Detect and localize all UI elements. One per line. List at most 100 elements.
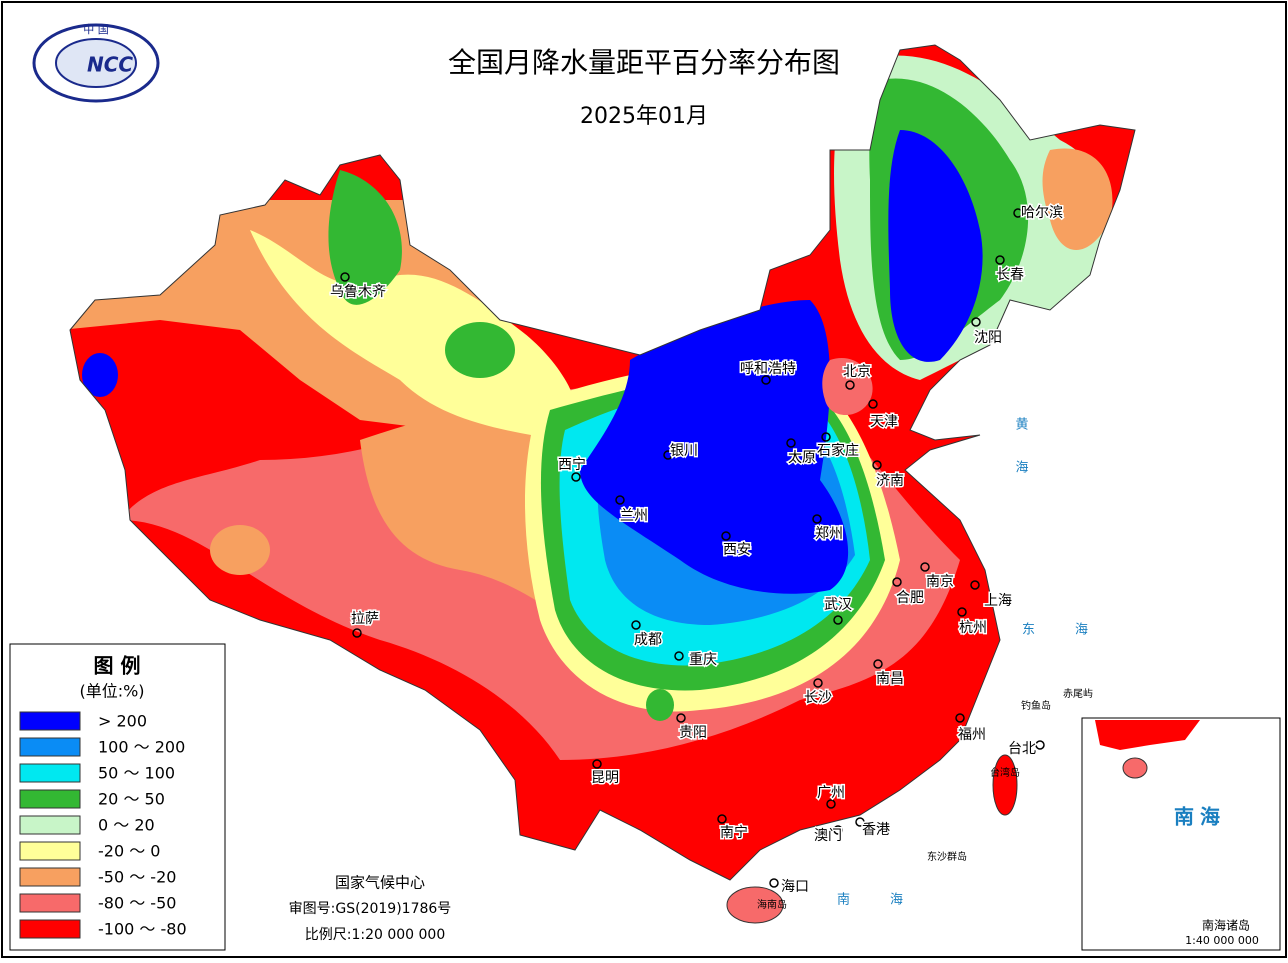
- city-marker: [872, 460, 882, 470]
- logo-top: 中 国: [83, 23, 109, 36]
- legend-swatch: [19, 815, 81, 835]
- approval: 审图号:GS(2019)1786号: [289, 901, 452, 917]
- legend-swatch: [19, 789, 81, 809]
- city-label: 西安: [723, 542, 751, 558]
- city-marker: [920, 562, 930, 572]
- city-label: 武汉: [824, 597, 852, 613]
- city-marker: [1035, 740, 1045, 750]
- legend-swatch: [19, 841, 81, 861]
- city-label: 合肥: [896, 590, 924, 606]
- city-label: 上海: [984, 593, 1012, 609]
- legend-label: -20 ～ 0: [98, 842, 161, 861]
- city-label: 福州: [958, 727, 986, 743]
- legend-label: > 200: [98, 712, 147, 731]
- inset-sea: 南海: [1174, 805, 1226, 829]
- city-marker: [592, 759, 602, 769]
- city-label: 乌鲁木齐: [330, 284, 386, 300]
- city-label: 昆明: [591, 770, 619, 786]
- city-marker: [873, 659, 883, 669]
- legend-swatch: [19, 893, 81, 913]
- city-marker: [676, 713, 686, 723]
- city-label: 呼和浩特: [740, 361, 796, 377]
- city-label: 香港: [862, 822, 890, 838]
- legend-label: 20 ～ 50: [98, 790, 165, 809]
- city-marker: [1013, 208, 1023, 218]
- city-marker: [769, 878, 779, 888]
- city-marker: [721, 531, 731, 541]
- city-marker: [833, 825, 843, 835]
- city-label: 郑州: [815, 526, 843, 542]
- island-label: 钓鱼岛: [1021, 699, 1051, 712]
- city-marker: [663, 450, 673, 460]
- inset-islands: 南海诸岛: [1202, 918, 1250, 933]
- sea-label: 南海: [837, 892, 943, 908]
- island-label: 东沙群岛: [927, 850, 967, 863]
- city-marker: [761, 375, 771, 385]
- city-marker: [826, 799, 836, 809]
- city-label: 长春: [996, 267, 1024, 283]
- city-marker: [855, 817, 865, 827]
- legend-label: -50 ～ -20: [98, 868, 176, 887]
- city-marker: [674, 651, 684, 661]
- city-label: 银川: [670, 443, 698, 459]
- legend-swatch: [19, 919, 81, 939]
- sea-label: 黄海: [1013, 417, 1029, 503]
- city-label: 贵阳: [679, 725, 707, 741]
- legend-swatch: [19, 737, 81, 757]
- city-marker: [717, 814, 727, 824]
- legend-unit: (单位:%): [79, 682, 144, 701]
- logo-text: NCC: [87, 53, 133, 77]
- inset-box: [1081, 717, 1281, 951]
- island-label: 海南岛: [757, 898, 787, 911]
- city-label: 太原: [788, 450, 816, 466]
- city-marker: [340, 272, 350, 282]
- sea-label: 东海: [1022, 623, 1128, 638]
- city-label: 南昌: [876, 671, 904, 687]
- hainan: [726, 886, 784, 924]
- city-label: 天津: [870, 414, 898, 430]
- legend-title: 图 例: [94, 654, 141, 678]
- city-marker: [971, 317, 981, 327]
- city-label: 北京: [843, 364, 871, 380]
- city-label: 沈阳: [974, 330, 1002, 346]
- legend-label: -100 ～ -80: [98, 920, 187, 939]
- city-marker: [615, 495, 625, 505]
- city-label: 石家庄: [817, 442, 859, 459]
- legend-swatch: [19, 763, 81, 783]
- city-label: 杭州: [959, 620, 987, 636]
- city-marker: [821, 432, 831, 442]
- inset-hainan: [1122, 757, 1148, 779]
- subtitle: 2025年01月: [580, 104, 708, 129]
- city-marker: [631, 620, 641, 630]
- city-marker: [845, 380, 855, 390]
- agency: 国家气候中心: [335, 874, 425, 892]
- city-label: 济南: [876, 473, 904, 489]
- city-marker: [812, 514, 822, 524]
- city-label: 成都: [634, 632, 662, 648]
- title: 全国月降水量距平百分率分布图: [448, 46, 840, 79]
- island-label: 赤尾屿: [1063, 688, 1093, 700]
- inset-scale: 1:40 000 000: [1185, 934, 1259, 947]
- logo: [32, 23, 160, 103]
- city-marker: [970, 580, 980, 590]
- city-marker: [786, 438, 796, 448]
- inset-coast: [1095, 720, 1200, 750]
- city-label: 广州: [817, 785, 845, 801]
- city-marker: [892, 577, 902, 587]
- city-label: 兰州: [620, 508, 648, 524]
- legend-label: 100 ～ 200: [98, 738, 185, 757]
- legend-label: 50 ～ 100: [98, 764, 175, 783]
- city-label: 拉萨: [351, 611, 379, 627]
- city-label: 长沙: [804, 690, 832, 706]
- legend-label: 0 ～ 20: [98, 816, 155, 835]
- legend-label: -80 ～ -50: [98, 894, 176, 913]
- city-label: 台北: [1008, 741, 1036, 757]
- city-marker: [571, 472, 581, 482]
- city-label: 南京: [926, 574, 954, 590]
- city-marker: [352, 628, 362, 638]
- taiwan: [992, 754, 1018, 816]
- city-label: 哈尔滨: [1021, 205, 1063, 221]
- legend-swatch: [19, 711, 81, 731]
